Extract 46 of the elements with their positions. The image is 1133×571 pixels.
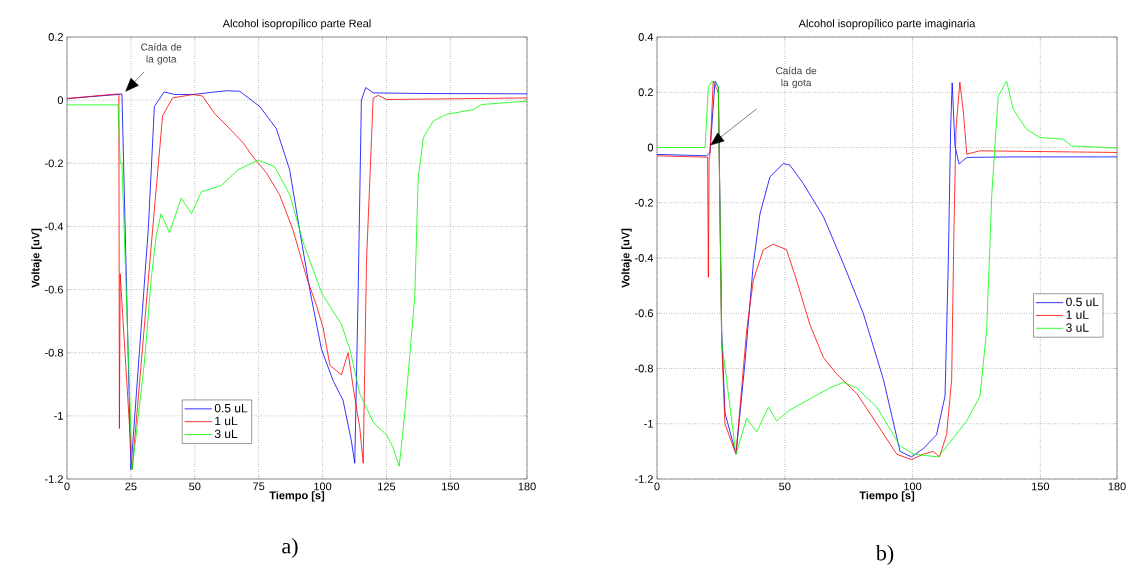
x-tick-label: 150 (1031, 482, 1050, 491)
legend-label: 1 uL (1066, 310, 1089, 319)
y-tick-label: -1 (54, 412, 63, 420)
legend-label: 3 uL (1066, 323, 1089, 332)
text: a) (282, 538, 298, 558)
y-tick-label: -1 (644, 419, 653, 428)
x-tick-label: 100 (904, 482, 922, 491)
legend-label: 0.5 uL (1066, 297, 1099, 307)
y-tick-label: 0 (57, 96, 64, 105)
x-tick-label: 0 (654, 482, 660, 491)
y-tick-label: -1.2 (635, 475, 653, 483)
x-tick-label: 0 (64, 482, 70, 491)
y-tick-label: 0.2 (638, 88, 653, 97)
y-axis-title: Voltaje [uV] (621, 228, 632, 288)
y-tick-label: -0.2 (635, 198, 653, 207)
x-tick-label: 50 (779, 482, 791, 491)
x-tick-label: 180 (1108, 482, 1126, 491)
legend-label: 1 uL (215, 416, 238, 426)
x-tick-label: 100 (314, 482, 332, 491)
y-tick-label: -0.6 (45, 285, 63, 294)
annotation: Caída de la gota (776, 66, 817, 89)
x-tick-label: 180 (518, 482, 536, 491)
y-tick-label: 0 (647, 143, 654, 152)
y-tick-label: -0.2 (45, 159, 63, 168)
y-axis-title: Voltaje [uV] (31, 228, 42, 288)
x-axis-title: Tiempo [s] (859, 491, 915, 502)
y-tick-label: -0.4 (635, 254, 654, 262)
chart-title: Alcohol isopropílico parte Real (222, 19, 371, 30)
x-tick-label: 50 (189, 482, 201, 491)
chart-title: Alcohol isopropílico parte imaginaria (798, 19, 976, 30)
y-tick-label: -1.2 (45, 475, 63, 483)
annotation: Caída de la gota (141, 43, 182, 65)
x-tick-label: 75 (253, 482, 265, 491)
y-tick-label: 0.4 (638, 33, 654, 41)
y-tick-label: -0.4 (45, 222, 64, 231)
legend-label: 0.5 uL (214, 403, 248, 413)
x-tick-label: 150 (441, 482, 460, 491)
y-tick-label: -0.8 (635, 364, 653, 373)
x-tick-label: 125 (378, 482, 396, 491)
y-tick-label: -0.8 (45, 348, 63, 357)
text: b) (875, 545, 894, 565)
y-tick-label: 0.2 (48, 33, 63, 41)
legend-label: 3 uL (214, 429, 238, 439)
x-axis-title: Tiempo [s] (269, 491, 325, 502)
y-tick-label: -0.6 (635, 309, 653, 318)
x-tick-label: 25 (125, 482, 137, 491)
